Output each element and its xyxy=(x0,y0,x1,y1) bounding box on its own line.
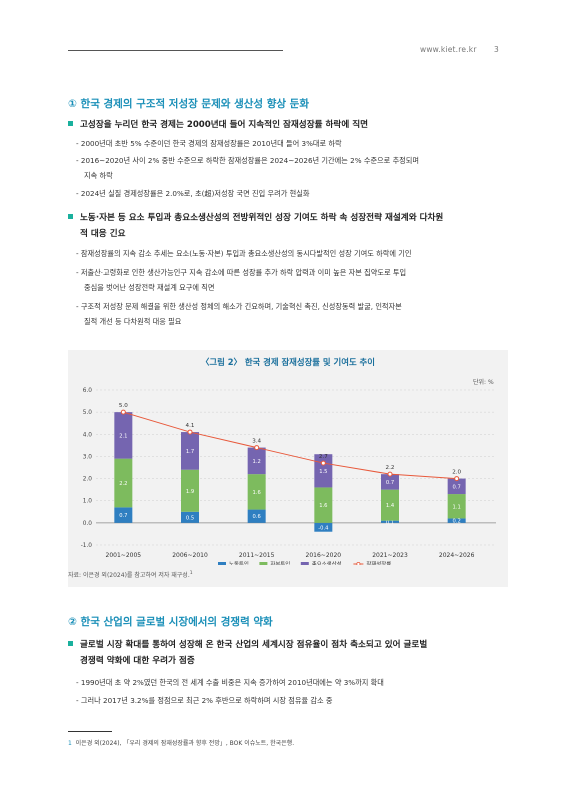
line-value-label: 2.2 xyxy=(386,465,395,471)
bar-value-label: 0.7 xyxy=(119,513,127,519)
x-tick-label: 2006~2010 xyxy=(172,552,208,559)
line-value-label: 2.7 xyxy=(319,454,328,460)
bar-value-label: 1.6 xyxy=(253,490,261,496)
bar-segment xyxy=(247,509,266,523)
section1-bullet2: 노동·자본 등 요소 투입과 총요소생산성의 전방위적인 성장 기여도 하락 속… xyxy=(68,210,508,242)
section2-bullet1-detail2: - 그러나 2017년 3.2%를 정점으로 최근 2% 후반으로 하락하며 시… xyxy=(76,696,333,705)
section2-bullet1-detail1: - 1990년대 초 약 2%였던 한국의 전 세계 수출 비중은 지속 증가하… xyxy=(76,678,384,687)
bullet-square-icon xyxy=(68,641,73,646)
bullet-square-icon xyxy=(68,121,73,126)
bar-value-label: 0.1 xyxy=(386,520,394,526)
legend-label: 총요소생산성 xyxy=(312,560,342,565)
line-point xyxy=(387,471,393,477)
bar-value-label: 0.6 xyxy=(253,514,261,520)
legend-label: 자본투입 xyxy=(270,560,290,565)
y-tick-label: -1.0 xyxy=(81,543,93,549)
bar-value-label: 1.2 xyxy=(253,459,261,465)
x-tick-label: 2011~2015 xyxy=(239,552,275,559)
bullet-square-icon xyxy=(68,214,73,219)
bar-segment xyxy=(114,507,133,523)
bar-segment xyxy=(381,474,399,490)
bar-segment xyxy=(114,458,133,508)
bar-value-label: 0.7 xyxy=(386,480,394,486)
footnote-rule xyxy=(68,731,112,732)
line-value-label: 5.0 xyxy=(119,403,128,409)
bar-segment xyxy=(247,447,266,475)
y-tick-label: 6.0 xyxy=(83,388,93,394)
figure-box: 〈그림 2〉 한국 경제 잠재성장률 및 기여도 추이 단위: % 6.0 5.0… xyxy=(68,350,508,587)
page-number: 3 xyxy=(494,45,499,54)
section2-title: ② 한국 산업의 글로벌 시장에서의 경쟁력 약화 xyxy=(68,616,273,628)
section1-bullet2-detail1: - 잠재성장률의 지속 감소 추세는 요소(노동·자본) 투입과 총요소생산성의… xyxy=(76,249,412,258)
bar-segment xyxy=(114,412,133,459)
line-value-label: 4.1 xyxy=(186,423,195,429)
y-tick-label: 4.0 xyxy=(83,432,93,438)
bar-value-label: 1.5 xyxy=(319,469,327,475)
legend-line-marker xyxy=(356,562,361,565)
stacked-bar-chart: 6.0 5.0 4.0 3.0 2.0 1.0 0.0 -1.0 0.7 2.2 2.1 2001~2… xyxy=(81,388,496,565)
section1-bullet2-detail3: - 구조적 저성장 문제 해결을 위한 생산성 정체의 해소가 긴요하며, 기술… xyxy=(76,302,402,326)
footnote: 1 이은경 외(2024), 「우리 경제의 잠재성장률과 향후 전망」, BO… xyxy=(68,740,295,747)
bar-value-label: 2.1 xyxy=(119,433,127,439)
figure-title: 〈그림 2〉 한국 경제 잠재성장률 및 기여도 추이 xyxy=(201,357,375,367)
line-point xyxy=(454,476,460,482)
legend-label: 노동투입 xyxy=(229,560,249,565)
x-tick-label: 2016~2020 xyxy=(306,552,342,559)
section1-bullet1-detail1: - 2000년대 초반 5% 수준이던 한국 경제의 잠재성장률은 2010년대… xyxy=(76,139,342,148)
x-tick-label: 2021~2023 xyxy=(372,552,408,559)
line-point xyxy=(320,460,326,466)
bar-segment xyxy=(181,469,199,512)
section1-bullet1-detail2: - 2016~2020년 사이 2% 중반 수준으로 하락한 잠재성장률은 20… xyxy=(76,156,420,180)
section1-bullet1-detail3: - 2024년 실질 경제성장률은 2.0%로, 초(超)저성장 국면 진입 우… xyxy=(76,189,310,198)
figure-unit: 단위: % xyxy=(473,379,494,386)
bar-segment xyxy=(447,518,466,523)
bar-value-label: 1.1 xyxy=(453,504,461,510)
bar-segment xyxy=(314,522,333,532)
y-tick-label: 5.0 xyxy=(83,410,93,416)
bar-value-label: 1.6 xyxy=(319,503,327,509)
figure-source: 자료: 이은경 외(2024)를 참고하여 저자 재구성.1 xyxy=(68,571,193,579)
line-value-label: 3.4 xyxy=(252,439,261,445)
section1-bullet1: 고성장을 누리던 한국 경제는 2000년대 들어 지속적인 잠재성장률 하락에… xyxy=(68,117,508,133)
bar-segment xyxy=(447,494,466,519)
bar-value-label: 1.7 xyxy=(186,449,194,455)
bar-value-label: -0.4 xyxy=(318,525,329,531)
bar-value-label: 0.5 xyxy=(186,515,194,521)
bar-segment xyxy=(181,511,199,523)
bar-value-label: 1.4 xyxy=(386,503,395,509)
legend-swatch xyxy=(218,562,226,565)
line-point xyxy=(120,409,126,415)
section1-bullet2-detail2: - 저출산·고령화로 인한 생산가능인구 지속 감소에 따른 성장률 추가 하락… xyxy=(76,268,407,292)
bar-segment xyxy=(381,489,399,521)
line-point xyxy=(187,429,193,435)
bar-value-label: 0.2 xyxy=(453,519,461,525)
bar-segment xyxy=(447,478,466,495)
bar-segment xyxy=(314,487,333,523)
x-tick-label: 2024~2026 xyxy=(439,552,475,559)
bar-value-label: 0.7 xyxy=(453,484,461,490)
bar-value-label: 2.2 xyxy=(119,481,127,487)
y-tick-label: 1.0 xyxy=(83,499,93,505)
y-tick-label: 0.0 xyxy=(83,521,93,527)
y-tick-label: 3.0 xyxy=(83,454,93,460)
y-tick-label: 2.0 xyxy=(83,477,93,483)
section2-bullet1: 글로벌 시장 확대를 통하여 성장해 온 한국 산업의 세계시장 점유율이 점차… xyxy=(68,637,508,669)
legend-swatch xyxy=(259,562,268,565)
site-url: www.kiet.re.kr xyxy=(420,45,477,54)
bar-value-label: 1.9 xyxy=(186,489,194,495)
potential-growth-line xyxy=(123,411,457,480)
line-value-label: 2.0 xyxy=(452,470,461,476)
legend-swatch xyxy=(300,562,309,565)
header-rule xyxy=(68,50,283,51)
x-tick-label: 2001~2005 xyxy=(106,552,142,559)
section1-title: ① 한국 경제의 구조적 저성장 문제와 생산성 향상 둔화 xyxy=(68,98,309,110)
line-point xyxy=(254,445,260,451)
bar-segment xyxy=(181,432,199,470)
bar-segment xyxy=(247,474,266,510)
bar-segment xyxy=(381,520,399,523)
legend-label: 잠재성장률 xyxy=(366,560,391,565)
